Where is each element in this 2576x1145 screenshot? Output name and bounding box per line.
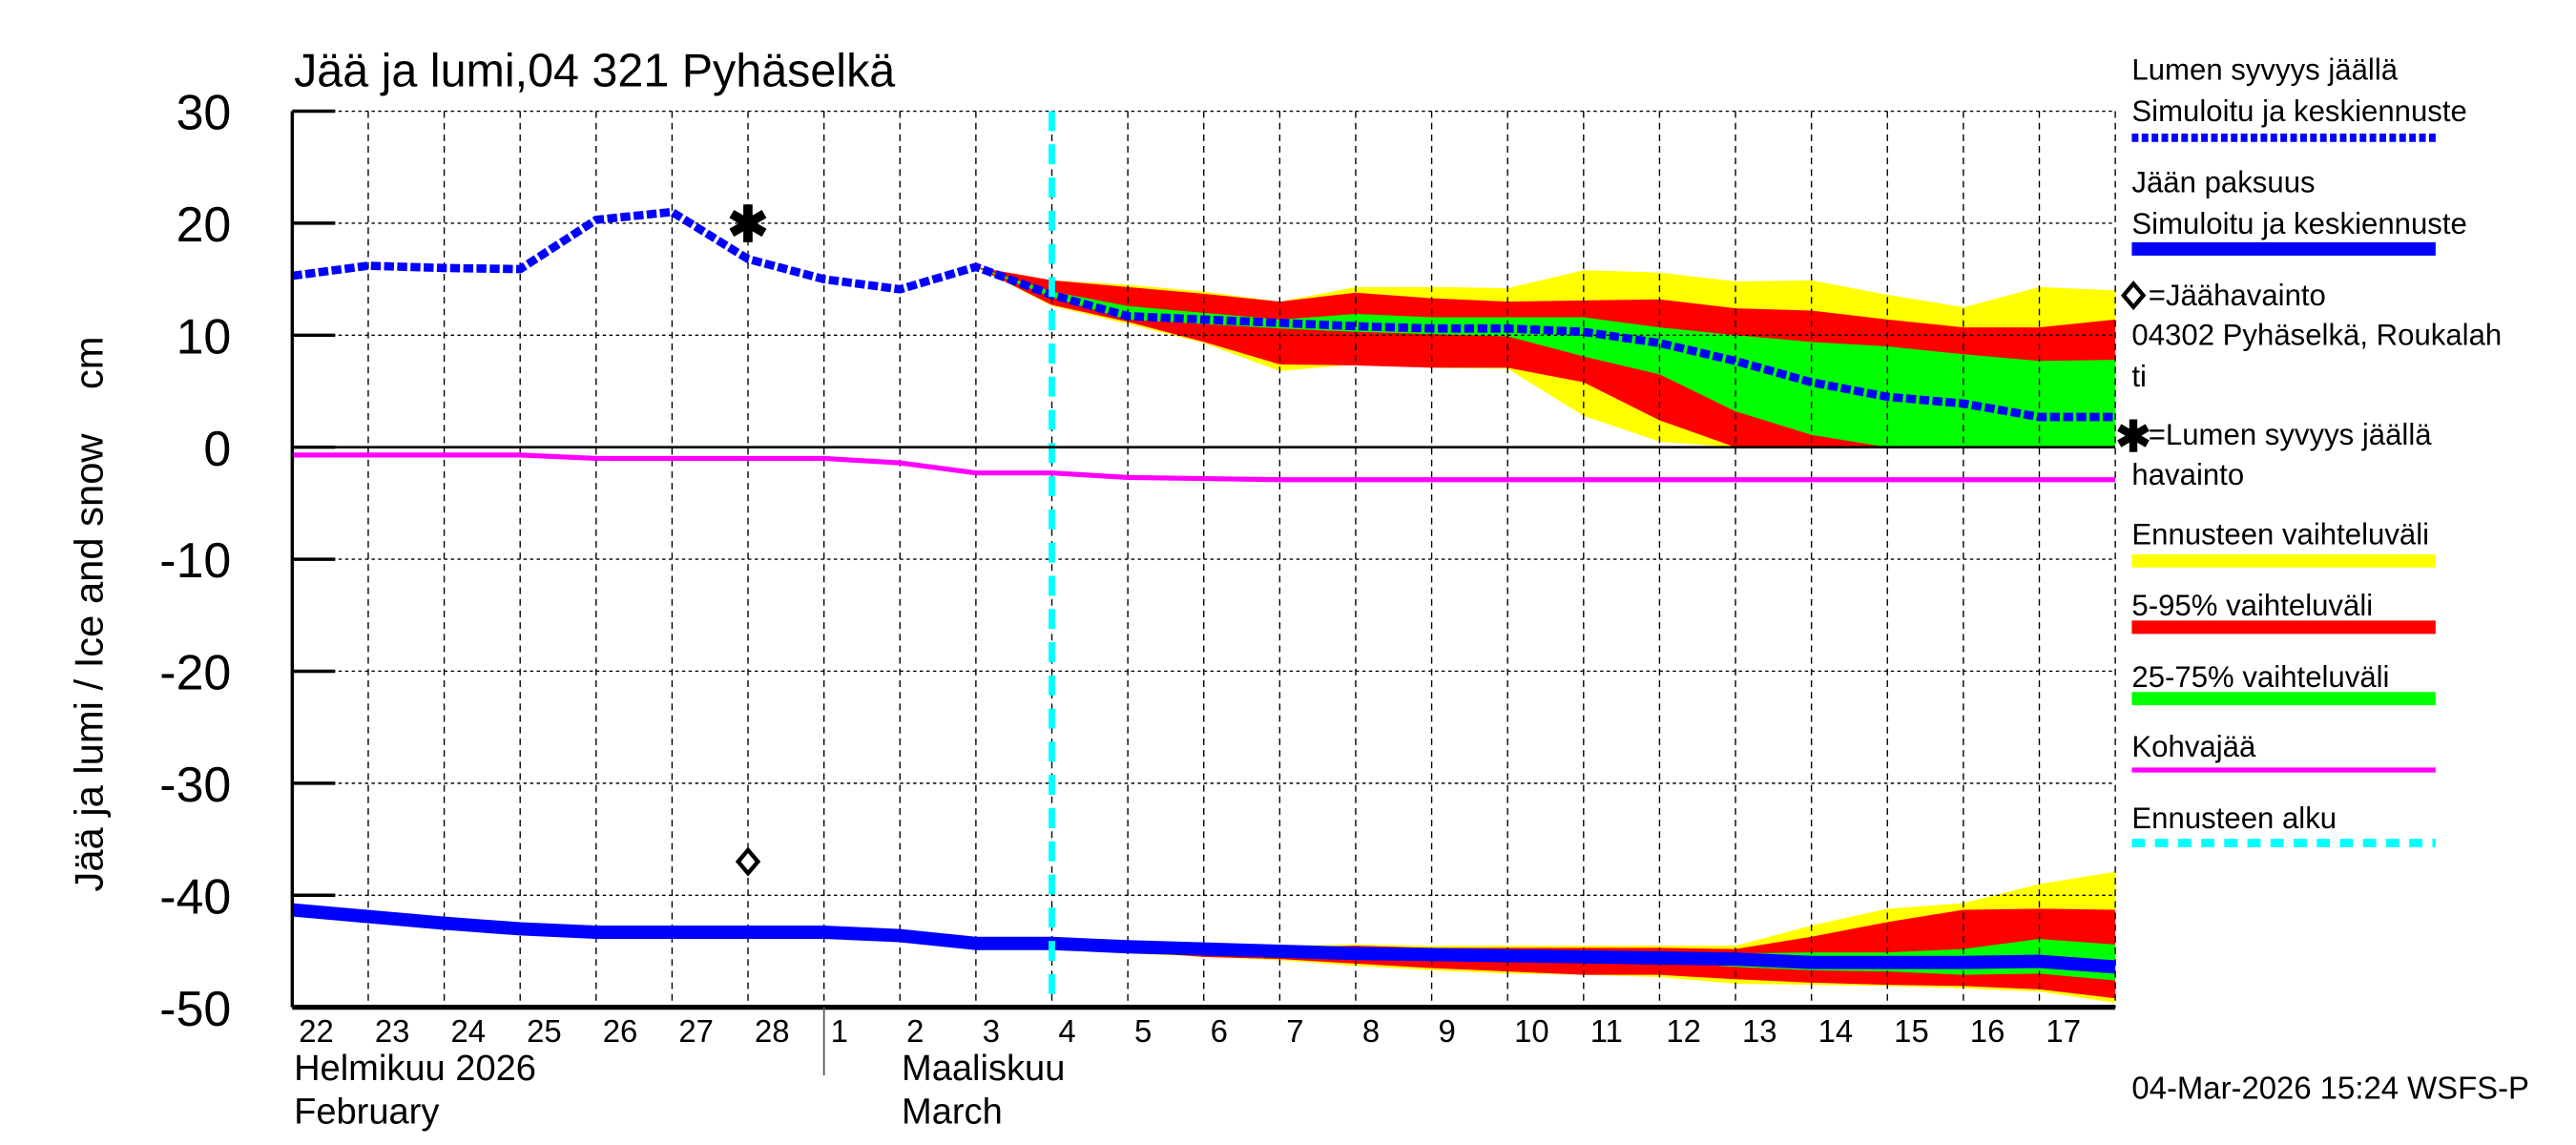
slush-ice-line <box>292 452 2116 483</box>
snow-observation-star-marker: ✱ <box>727 198 769 253</box>
x-tick-label: 27 <box>678 1013 714 1049</box>
legend-label: Ennusteen alku <box>2131 802 2337 835</box>
y-tick-label: -40 <box>159 869 231 925</box>
x-tick-label: 8 <box>1362 1013 1380 1049</box>
legend-label: 5-95% vaihteluväli <box>2131 589 2373 622</box>
month-label-en: February <box>294 1091 439 1132</box>
x-tick-label: 10 <box>1514 1013 1549 1049</box>
x-tick-label: 2 <box>906 1013 924 1049</box>
x-tick-label: 17 <box>2046 1013 2081 1049</box>
x-tick-label: 14 <box>1818 1013 1854 1049</box>
y-tick-label: 30 <box>177 86 232 141</box>
ice-thickness-line <box>291 903 2116 974</box>
x-tick-label: 1 <box>831 1013 848 1049</box>
month-label-fi: Helmikuu 2026 <box>294 1048 536 1089</box>
snow-depth-line <box>291 207 2116 422</box>
x-tick-label: 28 <box>755 1013 790 1049</box>
legend-label: Kohvajää <box>2131 730 2256 763</box>
legend-label: 04302 Pyhäselkä, Roukalah <box>2131 319 2502 352</box>
x-tick-label: 3 <box>983 1013 1000 1049</box>
x-tick-label: 11 <box>1590 1013 1623 1049</box>
x-tick-label: 22 <box>299 1013 334 1049</box>
x-tick-label: 6 <box>1211 1013 1228 1049</box>
legend-diamond-icon <box>2120 281 2147 311</box>
y-tick-label: -30 <box>159 758 231 813</box>
legend-label: Simuloitu ja keskiennuste <box>2131 207 2466 240</box>
chart-title: Jää ja lumi,04 321 Pyhäselkä <box>294 45 896 96</box>
x-tick-label: 25 <box>527 1013 562 1049</box>
x-tick-label: 24 <box>451 1013 487 1049</box>
y-tick-label: -20 <box>159 645 231 700</box>
ice-observation-diamond-marker <box>735 846 761 877</box>
x-tick-label: 16 <box>1970 1013 2005 1049</box>
y-tick-label: 0 <box>203 422 231 477</box>
legend-star-icon: ✱ <box>2115 412 2151 461</box>
x-tick-label: 15 <box>1894 1013 1929 1049</box>
y-axis-label: Jää ja lumi / Ice and snow cm <box>66 336 111 891</box>
y-tick-label: -10 <box>159 533 231 589</box>
snow-25-75-band <box>975 266 2116 448</box>
legend-label: 25-75% vaihteluväli <box>2131 660 2389 694</box>
x-tick-label: 4 <box>1058 1013 1075 1049</box>
legend-label: Lumen syvyys jäällä <box>2131 52 2398 86</box>
y-tick-label: -50 <box>159 982 231 1037</box>
legend-label: havainto <box>2131 458 2244 491</box>
legend-label: =Lumen syvyys jäällä <box>2149 418 2433 451</box>
legend-label: Simuloitu ja keskiennuste <box>2131 94 2466 128</box>
month-label-fi: Maaliskuu <box>902 1048 1065 1089</box>
x-tick-label: 7 <box>1286 1013 1303 1049</box>
legend-label: Ennusteen vaihteluväli <box>2131 517 2429 551</box>
footer-timestamp: 04-Mar-2026 15:24 WSFS-P <box>2131 1070 2529 1105</box>
x-tick-label: 5 <box>1134 1013 1152 1049</box>
legend-label: ti <box>2131 360 2147 393</box>
x-tick-label: 23 <box>375 1013 410 1049</box>
month-label-en: March <box>902 1091 1003 1132</box>
legend-label: =Jäähavainto <box>2149 279 2326 312</box>
y-tick-label: 10 <box>177 309 232 364</box>
x-tick-label: 12 <box>1666 1013 1701 1049</box>
x-tick-label: 13 <box>1742 1013 1777 1049</box>
x-tick-label: 26 <box>603 1013 638 1049</box>
x-tick-label: 9 <box>1439 1013 1456 1049</box>
y-tick-label: 20 <box>177 198 232 253</box>
legend-label: Jään paksuus <box>2131 166 2315 199</box>
